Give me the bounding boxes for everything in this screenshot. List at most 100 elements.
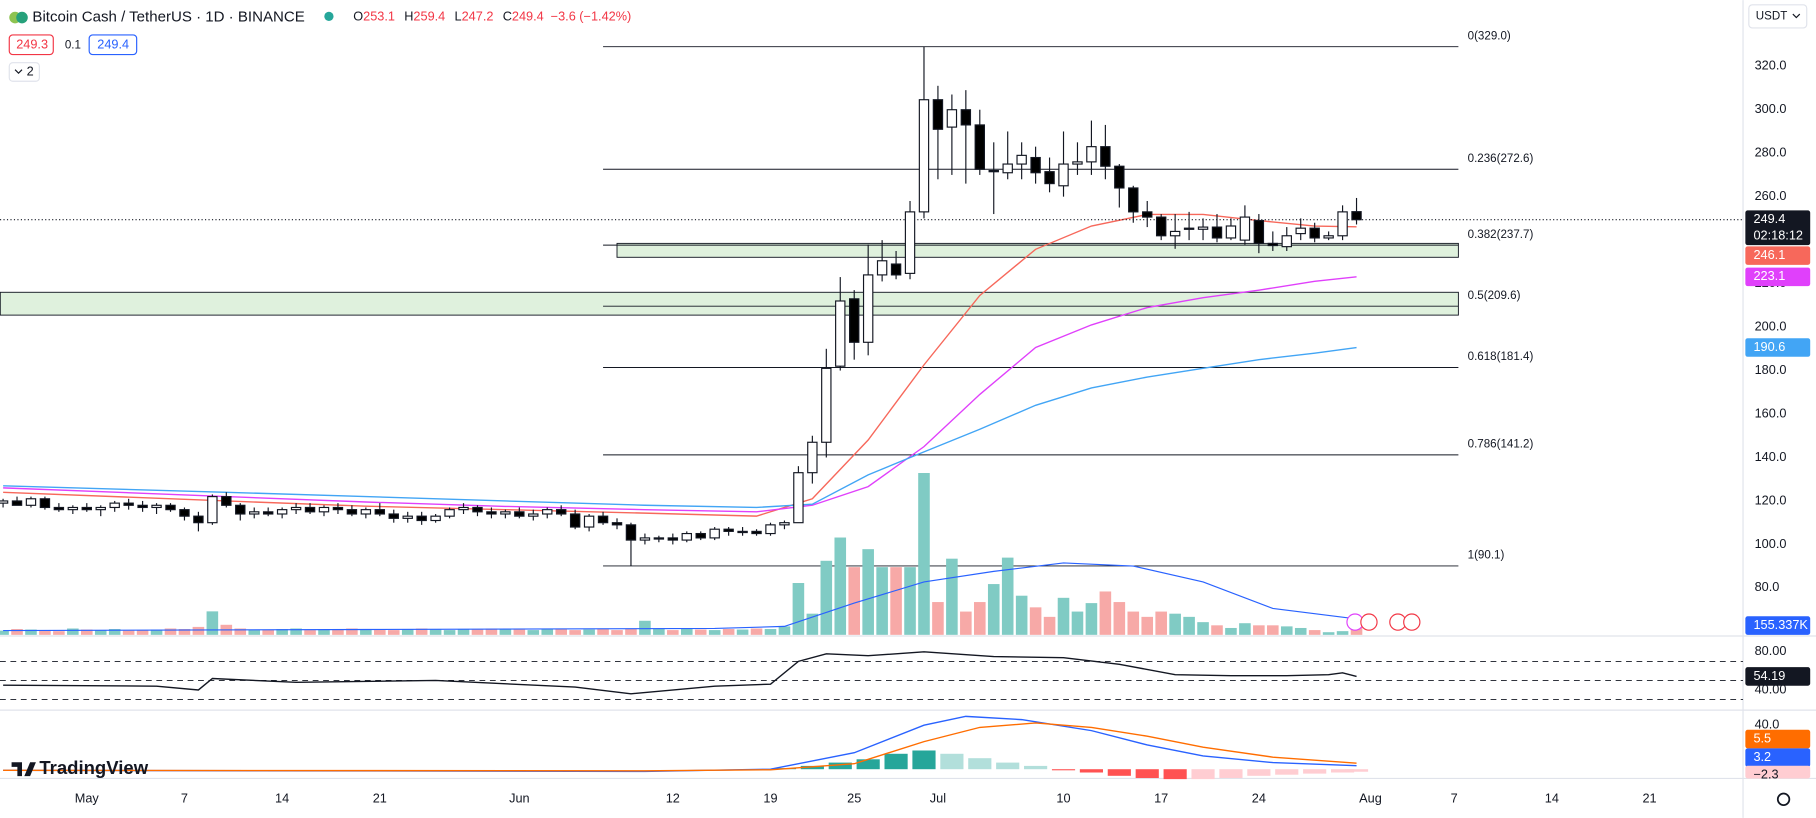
rsi-value: 54.19 (1753, 668, 1785, 683)
symbol-title[interactable]: Bitcoin Cash / TetherUS · 1D · BINANCE (32, 9, 304, 26)
candle-body (1183, 227, 1195, 230)
last-price: 249.4 (1753, 211, 1785, 226)
candle-body (109, 502, 120, 509)
volume-bar (513, 629, 526, 635)
chevron-icon (1792, 13, 1801, 19)
x-tick-label: Jul (930, 791, 946, 806)
volume-bar (583, 629, 595, 635)
event-icon[interactable] (1403, 613, 1421, 631)
macd-histogram-bar (1330, 769, 1355, 773)
candle-body (1337, 211, 1348, 237)
candle-body (193, 515, 204, 524)
candle-body (751, 530, 762, 535)
volume-bar (820, 560, 833, 635)
ohlc-label: L (455, 9, 462, 24)
ohlc-change: −3.6 (−1.42%) (551, 9, 632, 24)
candle-body (430, 515, 441, 522)
buy-price[interactable]: 249.4 (97, 37, 129, 52)
ohlc-values: O253.1 H259.4 L247.2 C249.4 −3.6 (−1.42%) (353, 9, 631, 24)
volume-bar (136, 630, 149, 635)
volume-bar (1085, 603, 1098, 635)
candle-body (486, 511, 497, 515)
volume-bar (234, 628, 247, 635)
volume-bar (736, 629, 749, 635)
volume-bar (1113, 602, 1126, 635)
fib-label: 0.786(141.2) (1468, 439, 1534, 451)
candle-body (918, 99, 930, 213)
candle-body (569, 513, 581, 528)
rsi-value-badge (1745, 667, 1811, 686)
candle-body (932, 99, 944, 130)
y-tick-label: 300.0 (1755, 101, 1787, 116)
x-tick-label: 21 (1642, 791, 1656, 806)
indicator-count[interactable]: 2 (27, 63, 34, 78)
plot: 0(329.0) 0.236(272.6) 0.382(237.7) 0.5(209.… (0, 30, 1811, 806)
candle-body (876, 260, 888, 276)
currency-select[interactable] (1748, 4, 1808, 29)
volume-bar (680, 629, 693, 635)
volume-bar (178, 629, 191, 635)
candle-body (332, 506, 344, 511)
volume-bar (1183, 616, 1195, 635)
macd-histogram-bar (1135, 769, 1159, 779)
candle-body (737, 530, 748, 534)
volume-bar (834, 537, 847, 635)
candle-body (862, 274, 874, 343)
ma-value-badge (1745, 246, 1811, 265)
volume-bar (750, 628, 763, 635)
volume-bar (1294, 627, 1307, 635)
last-price-badge (1745, 210, 1811, 246)
fib-label: 0.382(237.7) (1468, 229, 1534, 241)
volume-bar (708, 630, 721, 635)
candle-body (1086, 146, 1097, 163)
candle-body (235, 504, 246, 515)
volume-bar (569, 630, 581, 635)
fib-label: 0.5(209.6) (1468, 290, 1521, 302)
volume-bar (1057, 597, 1070, 635)
candle-body (1323, 235, 1334, 239)
volume-bar (1141, 616, 1154, 635)
volume-value: 155.337K (1753, 617, 1808, 632)
volume-bar (1029, 607, 1042, 635)
ma-value-badge (1745, 267, 1811, 287)
candle-body (1142, 211, 1153, 218)
volume-bar (1225, 627, 1237, 635)
candle-body (1267, 242, 1279, 247)
support-zone (0, 291, 1459, 316)
settings-icon[interactable] (1776, 792, 1791, 806)
macd-histogram-bar (1107, 769, 1131, 776)
fib-label: 0.618(181.4) (1468, 351, 1534, 363)
volume-bar (1280, 626, 1293, 635)
macd-histogram-bar (884, 753, 908, 770)
currency[interactable]: USDT (1756, 10, 1788, 22)
x-tick-label: May (75, 791, 100, 806)
candle-body (1058, 163, 1069, 187)
candle-body (81, 506, 93, 511)
logo-text[interactable]: TradingView (39, 757, 148, 778)
candle-body (1295, 227, 1306, 235)
volume-bar (206, 611, 219, 635)
volume-bar (443, 630, 456, 635)
volume-bar (0, 630, 9, 635)
volume-bar (848, 567, 861, 635)
sell-price[interactable]: 249.3 (16, 37, 48, 52)
candle-body (1281, 235, 1292, 248)
volume-bar (485, 628, 498, 635)
buy-button[interactable] (88, 34, 138, 56)
logo-icon (11, 762, 36, 777)
volume-bar (53, 631, 65, 635)
volume-bar (346, 628, 358, 635)
coin-icon (16, 11, 28, 24)
indicators-toggle[interactable] (8, 62, 40, 82)
volume-bar (67, 628, 79, 635)
volume-bar (1015, 595, 1028, 635)
candle-body (95, 506, 106, 511)
x-tick-label: 14 (1545, 791, 1559, 806)
countdown: 02:18:12 (1753, 227, 1803, 242)
candle-body (1100, 146, 1111, 167)
y-tick-label: 80.0 (1755, 579, 1780, 594)
volume-bar (722, 629, 735, 635)
sell-button[interactable] (8, 34, 54, 56)
event-icon[interactable] (1360, 613, 1378, 631)
